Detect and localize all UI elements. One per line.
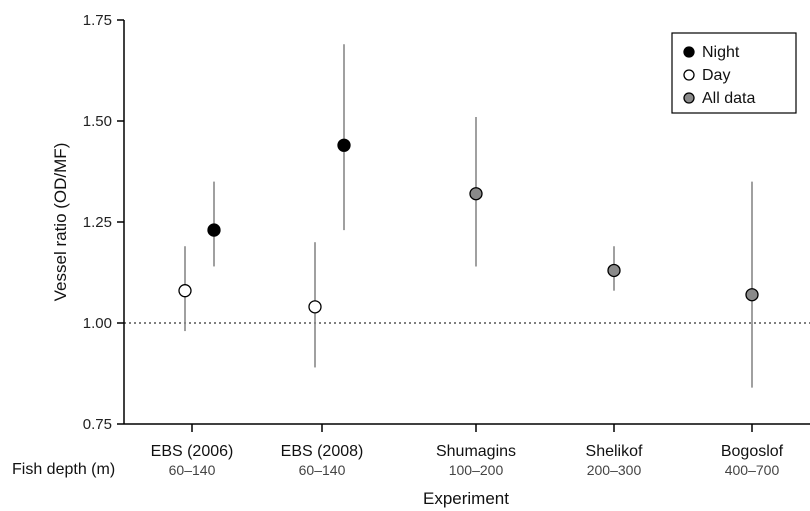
x-depth-label: 400–700 [725,462,780,478]
x-category-label: EBS (2008) [281,443,364,460]
x-category-label: Bogoslof [721,443,784,460]
depth-row-label: Fish depth (m) [12,461,115,478]
y-tick-label: 1.75 [83,12,112,29]
data-point [178,284,192,298]
x-category-label: Shelikof [586,443,643,460]
legend-marker [683,46,695,58]
y-tick-label: 1.00 [83,315,112,332]
y-tick-label: 1.50 [83,113,112,130]
x-depth-label: 60–140 [299,462,346,478]
legend-label: All data [702,90,755,107]
x-depth-label: 100–200 [449,462,504,478]
data-point [469,187,483,201]
data-point [337,138,351,152]
data-point [207,223,221,237]
data-point [308,300,322,314]
legend-marker [683,92,695,104]
x-category-label: EBS (2006) [151,443,234,460]
legend-label: Night [702,44,740,61]
x-depth-label: 60–140 [169,462,216,478]
y-tick-label: 0.75 [83,416,112,433]
x-depth-label: 200–300 [587,462,642,478]
data-point [607,263,621,278]
x-axis-title: Experiment [423,489,509,508]
legend: Night Day All data [671,32,797,114]
legend-marker [683,69,695,81]
y-tick-label: 1.25 [83,214,112,231]
data-point [745,288,759,302]
y-axis-title: Vessel ratio (OD/MF) [51,143,70,302]
legend-label: Day [702,67,730,84]
x-category-label: Shumagins [436,443,516,460]
